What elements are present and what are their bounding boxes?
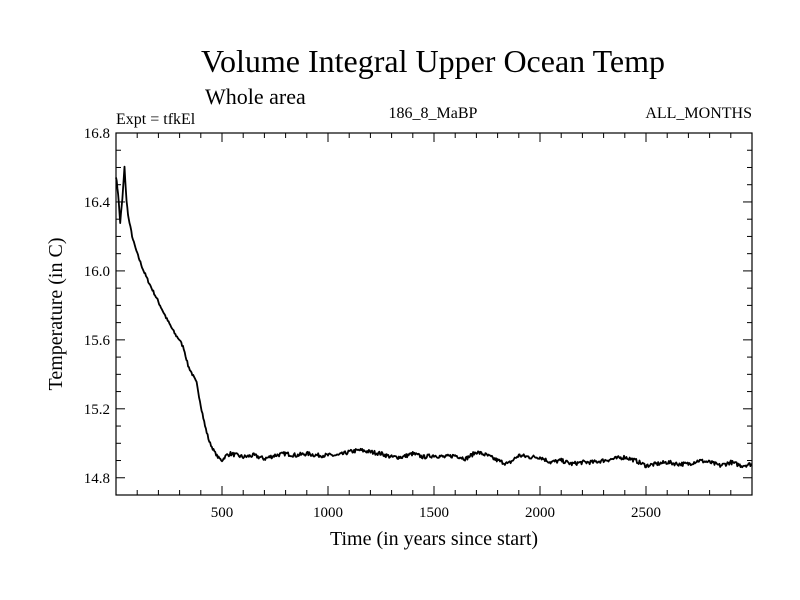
period-label: 186_8_MaBP (389, 105, 478, 122)
y-tick-label: 16.0 (84, 264, 110, 280)
x-axis-label: Time (in years since start) (330, 528, 538, 550)
y-tick-labels: 14.8 15.2 15.6 16.0 16.4 16.8 (84, 126, 111, 487)
months-label: ALL_MONTHS (645, 105, 752, 122)
y-axis-label: Temperature (in C) (45, 238, 67, 391)
x-tick-labels: 500 1000 1500 2000 2500 (211, 505, 661, 521)
temperature-series-line (115, 165, 753, 469)
experiment-label: Expt = tfkEl (116, 111, 196, 128)
axis-ticks (116, 132, 752, 496)
chart-title: Volume Integral Upper Ocean Temp (201, 43, 665, 79)
y-tick-label: 16.8 (84, 126, 110, 142)
x-tick-label: 500 (211, 505, 234, 521)
y-tick-label: 15.6 (84, 333, 111, 349)
chart-subtitle: Whole area (205, 84, 306, 109)
y-tick-label: 14.8 (84, 471, 110, 487)
y-tick-label: 15.2 (84, 402, 110, 418)
y-tick-label: 16.4 (84, 195, 111, 211)
x-tick-label: 1500 (419, 505, 449, 521)
plot-frame (115, 132, 753, 496)
x-tick-label: 2000 (525, 505, 555, 521)
x-tick-label: 2500 (631, 505, 661, 521)
x-tick-label: 1000 (313, 505, 343, 521)
